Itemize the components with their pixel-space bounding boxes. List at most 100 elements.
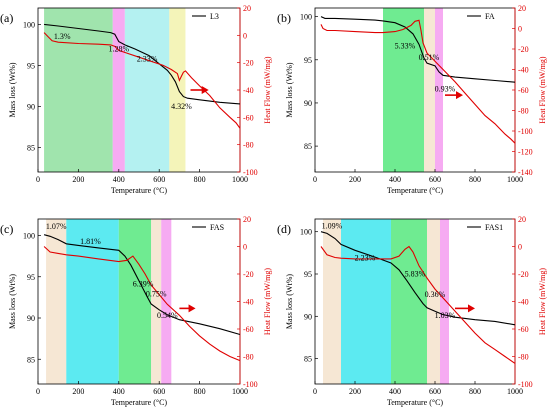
mass-loss-annotation: 1.3% [54, 32, 71, 41]
chart-panel-4: 0 200 400 600 800 1000859095100200-20-40-60-8… [277, 215, 547, 407]
x-tick-label: 200 [72, 387, 84, 396]
heat-flow-series-line [43, 32, 241, 129]
y2-tick-label: -120 [518, 148, 533, 157]
legend-label: FAS [210, 223, 224, 232]
panel-label: (a) [0, 11, 13, 25]
y2-axis-title: Heat Flow (mW/mg) [263, 56, 272, 123]
x-tick-label: 600 [153, 387, 165, 396]
right-arrow-icon [455, 304, 475, 313]
y2-tick-label: -80 [518, 107, 529, 116]
temperature-band [46, 219, 67, 384]
chart-panel-1: 0 200 400 600 800 1000859095100200-20-40-60-8… [0, 4, 272, 195]
temperature-band [124, 8, 170, 172]
x-tick-label: 400 [389, 387, 401, 396]
temperature-band [323, 219, 341, 384]
y-tick-label: 95 [27, 61, 35, 70]
right-arrow-icon [190, 86, 209, 94]
y-tick-label: 100 [23, 232, 35, 241]
y2-tick-label: -40 [518, 66, 529, 75]
y2-axis-title: Heat Flow (mW/mg) [538, 56, 547, 123]
x-tick-label: 600 [429, 175, 441, 184]
x-axis-title: Temperature (°C) [387, 186, 444, 195]
mass-loss-series-line [320, 16, 516, 83]
y-axis-title: Mass loss (Wt%) [8, 274, 17, 329]
mass-loss-annotation: 6.39% [133, 280, 154, 289]
mass-loss-annotation: 1.28% [108, 44, 129, 53]
heat-flow-series-line [320, 19, 516, 144]
x-tick-label: 800 [194, 175, 206, 184]
y-tick-label: 90 [304, 99, 312, 108]
right-arrow-icon [179, 304, 196, 313]
mass-loss-annotation: 0.54% [157, 311, 178, 320]
y-tick-label: 95 [304, 270, 312, 279]
y-tick-label: 85 [304, 355, 312, 364]
y2-tick-label: -80 [518, 353, 529, 362]
mass-loss-series-line [43, 234, 241, 336]
y2-tick-label: -140 [518, 168, 533, 177]
y2-tick-label: -40 [243, 298, 254, 307]
y2-tick-label: -20 [243, 59, 254, 68]
x-tick-label: 400 [113, 387, 125, 396]
x-tick-label: 800 [194, 387, 206, 396]
mass-loss-annotation: 1.81% [80, 237, 101, 246]
mass-loss-annotation: 1.03% [435, 311, 456, 320]
y2-tick-label: 20 [243, 215, 251, 224]
temperature-band [383, 8, 424, 172]
x-tick-label: 200 [72, 175, 84, 184]
heat-flow-series-line [320, 245, 516, 364]
panel-label: (b) [277, 11, 291, 25]
x-tick-label: 600 [153, 175, 165, 184]
temperature-band [151, 219, 162, 384]
mass-loss-annotation: 1.07% [46, 222, 67, 231]
x-axis-title: Temperature (°C) [387, 398, 444, 407]
mass-loss-annotation: 2.33% [137, 54, 158, 63]
y2-tick-label: -100 [243, 168, 258, 177]
x-tick-label: 800 [469, 175, 481, 184]
y-tick-label: 95 [27, 273, 35, 282]
legend: L3 [192, 12, 219, 21]
y-axis-title: Mass loss (Wt%) [285, 274, 294, 329]
mass-loss-annotation: 1.09% [322, 221, 343, 230]
temperature-band [427, 219, 440, 384]
y-tick-label: 100 [23, 20, 35, 29]
y2-tick-label: -60 [243, 325, 254, 334]
x-tick-label: 200 [349, 387, 361, 396]
y2-tick-label: -20 [518, 45, 529, 54]
temperature-band [169, 8, 186, 172]
temperature-band [118, 219, 152, 384]
temperature-band [66, 219, 119, 384]
y2-tick-label: -80 [243, 141, 254, 150]
legend: FA [467, 12, 495, 21]
mass-loss-series-line [320, 231, 516, 326]
y2-tick-label: 0 [243, 31, 247, 40]
y2-tick-label: 20 [518, 4, 526, 13]
x-tick-label: 1000 [507, 175, 523, 184]
temperature-band [440, 219, 449, 384]
temperature-band [341, 219, 391, 384]
legend-label: FA [485, 12, 495, 21]
heat-flow-series-line [43, 246, 241, 362]
legend-label: L3 [210, 12, 219, 21]
y-tick-label: 90 [304, 312, 312, 321]
x-tick-label: 0 [36, 387, 40, 396]
y2-tick-label: -60 [243, 113, 254, 122]
chart-panel-2: 0 200 400 600 800 1000859095100200-20-40-60-8… [277, 4, 547, 195]
mass-loss-annotation: 0.36% [425, 290, 446, 299]
y-tick-label: 95 [304, 56, 312, 65]
mass-loss-annotation: 4.32% [171, 102, 192, 111]
y2-axis-title: Heat Flow (mW/mg) [263, 268, 272, 335]
mass-loss-annotation: 0.51% [419, 53, 440, 62]
x-tick-label: 1000 [507, 387, 523, 396]
temperature-band [161, 219, 172, 384]
y2-tick-label: -100 [518, 380, 533, 389]
y-tick-label: 90 [27, 314, 35, 323]
mass-loss-annotation: 0.93% [435, 85, 456, 94]
x-tick-label: 400 [389, 175, 401, 184]
panel-label: (d) [277, 222, 291, 236]
y2-tick-label: -20 [518, 270, 529, 279]
y-axis-title: Mass loss (Wt%) [285, 62, 294, 117]
y2-tick-label: -40 [243, 86, 254, 95]
mass-loss-series-line [44, 23, 241, 105]
y2-tick-label: -100 [518, 127, 533, 136]
